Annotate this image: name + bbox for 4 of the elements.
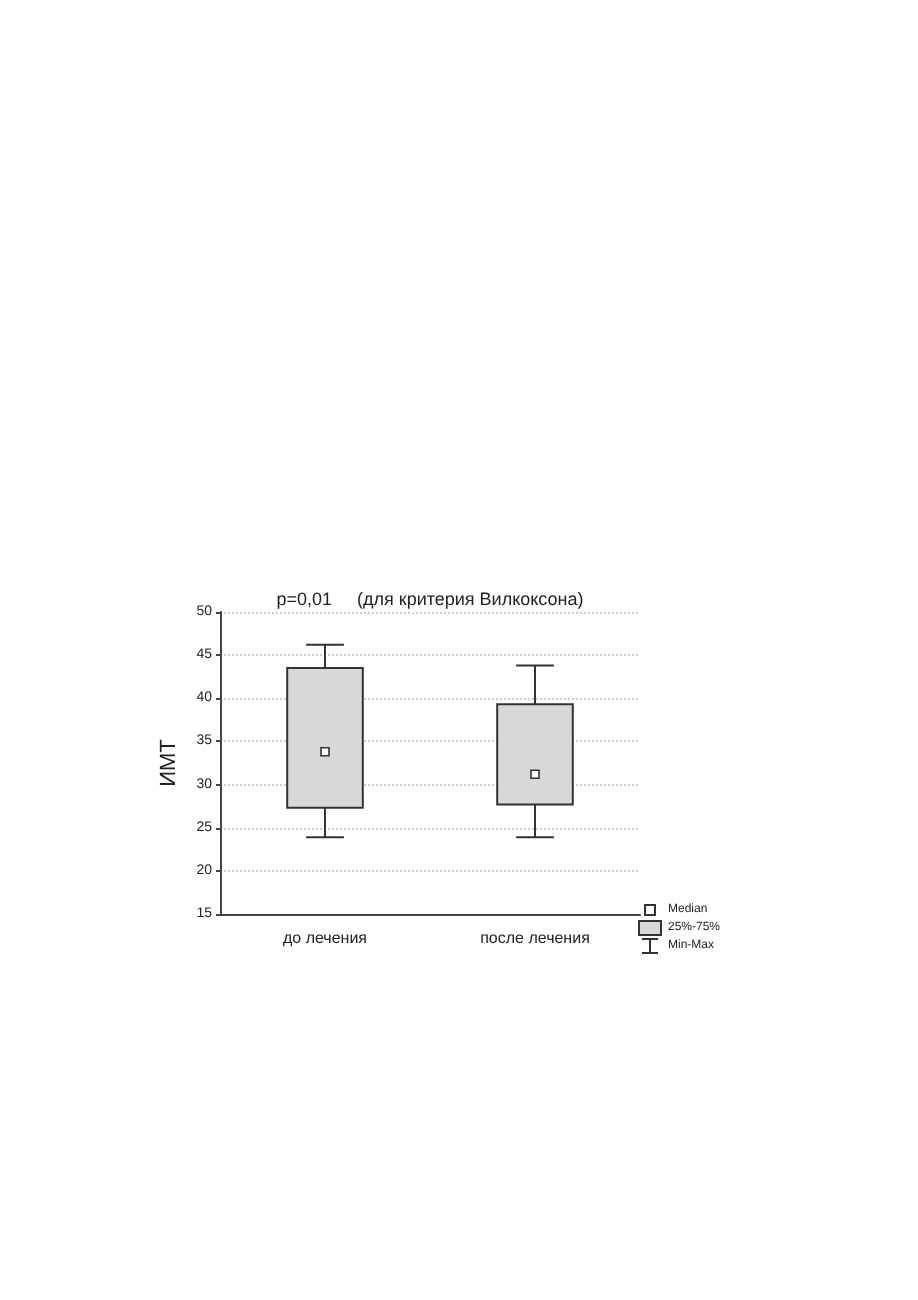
y-axis-title: ИМТ <box>157 738 181 787</box>
x-tick-label: после лечения <box>480 929 590 947</box>
chart-title: p=0,01 (для критерия Вилкоксона) <box>276 589 584 609</box>
x-tick-label: до лечения <box>282 929 368 947</box>
